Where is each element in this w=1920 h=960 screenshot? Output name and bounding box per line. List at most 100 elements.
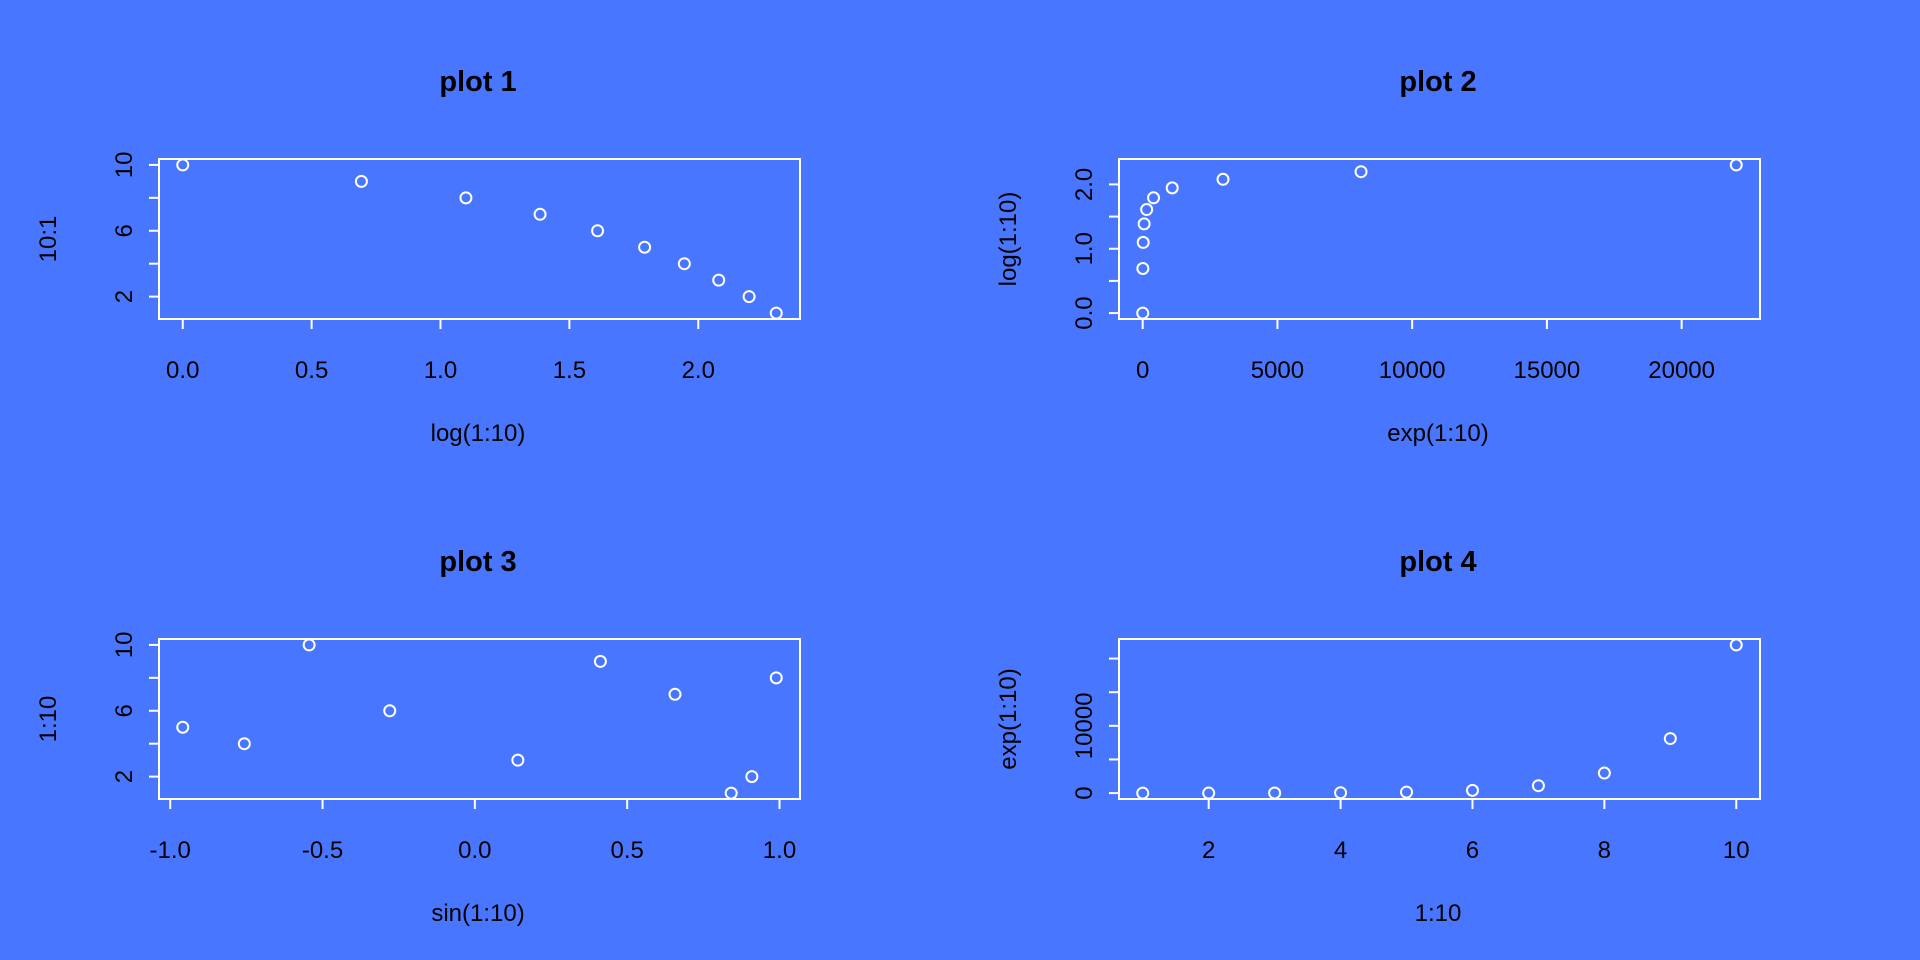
y-axis: 0 10000 <box>1071 657 1120 800</box>
y-tick-label: 2.0 <box>1071 168 1098 201</box>
x-tick-label: 0.0 <box>166 357 199 384</box>
data-point <box>459 191 473 205</box>
x-axis-label: log(1:10) <box>431 420 526 447</box>
data-point <box>1136 306 1150 320</box>
plot-panel: plot 4 2 4 6 8 10 0 10000 1:10 exp(1:10) <box>995 546 1761 927</box>
data-point <box>745 770 759 784</box>
data-point <box>724 786 738 800</box>
y-tick-label: 10000 <box>1071 692 1098 759</box>
x-tick-label: -0.5 <box>302 837 343 864</box>
y-axis-label: 10:1 <box>35 216 62 263</box>
x-axis-label: sin(1:10) <box>431 900 524 927</box>
x-axis: 0 5000 10000 15000 20000 <box>1136 318 1715 384</box>
data-point <box>1597 766 1611 780</box>
data-points <box>1136 638 1743 800</box>
y-tick-label: 6 <box>111 704 138 717</box>
data-point <box>769 671 783 685</box>
plot-title: plot 1 <box>439 66 516 98</box>
x-tick-label: 0.0 <box>458 837 491 864</box>
data-point <box>1465 783 1479 797</box>
plot-box <box>158 638 801 800</box>
x-axis: 0.0 0.5 1.0 1.5 2.0 <box>166 318 715 384</box>
x-tick-label: 8 <box>1598 837 1611 864</box>
data-point <box>237 737 251 751</box>
data-point <box>1202 786 1216 800</box>
data-point <box>533 207 547 221</box>
plot-box <box>1118 158 1761 320</box>
x-tick-label: 6 <box>1466 837 1479 864</box>
data-point <box>668 687 682 701</box>
data-point <box>354 174 368 188</box>
y-tick-label: 10 <box>111 152 138 179</box>
x-tick-label: 5000 <box>1251 357 1304 384</box>
data-point <box>1354 165 1368 179</box>
data-points <box>176 638 783 800</box>
y-tick-label: 0.0 <box>1071 296 1098 329</box>
plot-box <box>1118 638 1761 800</box>
y-axis-label: log(1:10) <box>995 192 1022 287</box>
data-point <box>511 753 525 767</box>
y-axis-label: exp(1:10) <box>995 668 1022 769</box>
plot-title: plot 4 <box>1399 546 1476 578</box>
data-point <box>1531 779 1545 793</box>
x-tick-label: 20000 <box>1648 357 1715 384</box>
data-point <box>1136 235 1150 249</box>
data-point <box>1729 158 1743 172</box>
x-tick-label: 2 <box>1202 837 1215 864</box>
x-axis: -1.0 -0.5 0.0 0.5 1.0 <box>150 798 796 864</box>
plot-title: plot 3 <box>439 546 516 578</box>
data-point <box>1136 261 1150 275</box>
data-point <box>1729 638 1743 652</box>
x-tick-label: 0 <box>1136 357 1149 384</box>
x-tick-label: 1.0 <box>763 837 796 864</box>
data-point <box>1165 181 1179 195</box>
data-point <box>1216 172 1230 186</box>
data-point <box>1147 191 1161 205</box>
x-tick-label: 1.0 <box>424 357 457 384</box>
data-point <box>591 224 605 238</box>
y-axis-label: 1:10 <box>35 696 62 743</box>
x-tick-label: 10 <box>1723 837 1750 864</box>
data-point <box>1400 785 1414 799</box>
data-point <box>677 257 691 271</box>
data-point <box>1334 786 1348 800</box>
x-tick-label: -1.0 <box>150 837 191 864</box>
data-points <box>176 158 783 320</box>
data-point <box>769 306 783 320</box>
data-point <box>383 704 397 718</box>
x-axis-label: 1:10 <box>1415 900 1462 927</box>
x-tick-label: 0.5 <box>610 837 643 864</box>
data-point <box>742 290 756 304</box>
data-point <box>1140 203 1154 217</box>
y-axis: 2 6 10 <box>111 152 160 303</box>
data-point <box>1663 732 1677 746</box>
y-tick-label: 2 <box>111 770 138 783</box>
y-tick-label: 0 <box>1071 786 1098 799</box>
plot-panel: plot 1 0.0 0.5 1.0 1.5 2.0 2 6 10 log(1:10) 10… <box>35 66 801 447</box>
y-tick-label: 10 <box>111 632 138 659</box>
data-points <box>1136 158 1743 320</box>
plot-title: plot 2 <box>1399 66 1476 98</box>
data-point <box>1137 217 1151 231</box>
data-point <box>302 638 316 652</box>
data-point <box>712 273 726 287</box>
data-point <box>593 654 607 668</box>
data-point <box>1268 786 1282 800</box>
x-tick-label: 10000 <box>1379 357 1446 384</box>
x-tick-label: 0.5 <box>295 357 328 384</box>
y-axis: 0.0 1.0 2.0 <box>1071 168 1120 330</box>
data-point <box>1136 786 1150 800</box>
data-point <box>176 158 190 172</box>
data-point <box>176 720 190 734</box>
x-tick-label: 2.0 <box>682 357 715 384</box>
y-tick-label: 6 <box>111 224 138 237</box>
x-axis: 2 4 6 8 10 <box>1202 798 1750 864</box>
x-tick-label: 15000 <box>1514 357 1581 384</box>
x-tick-label: 1.5 <box>553 357 586 384</box>
y-tick-label: 2 <box>111 290 138 303</box>
y-axis: 2 6 10 <box>111 632 160 783</box>
plot-panel: plot 2 0 5000 10000 15000 20000 0.0 1.0 2.0 ex… <box>995 66 1761 447</box>
y-tick-label: 1.0 <box>1071 232 1098 265</box>
